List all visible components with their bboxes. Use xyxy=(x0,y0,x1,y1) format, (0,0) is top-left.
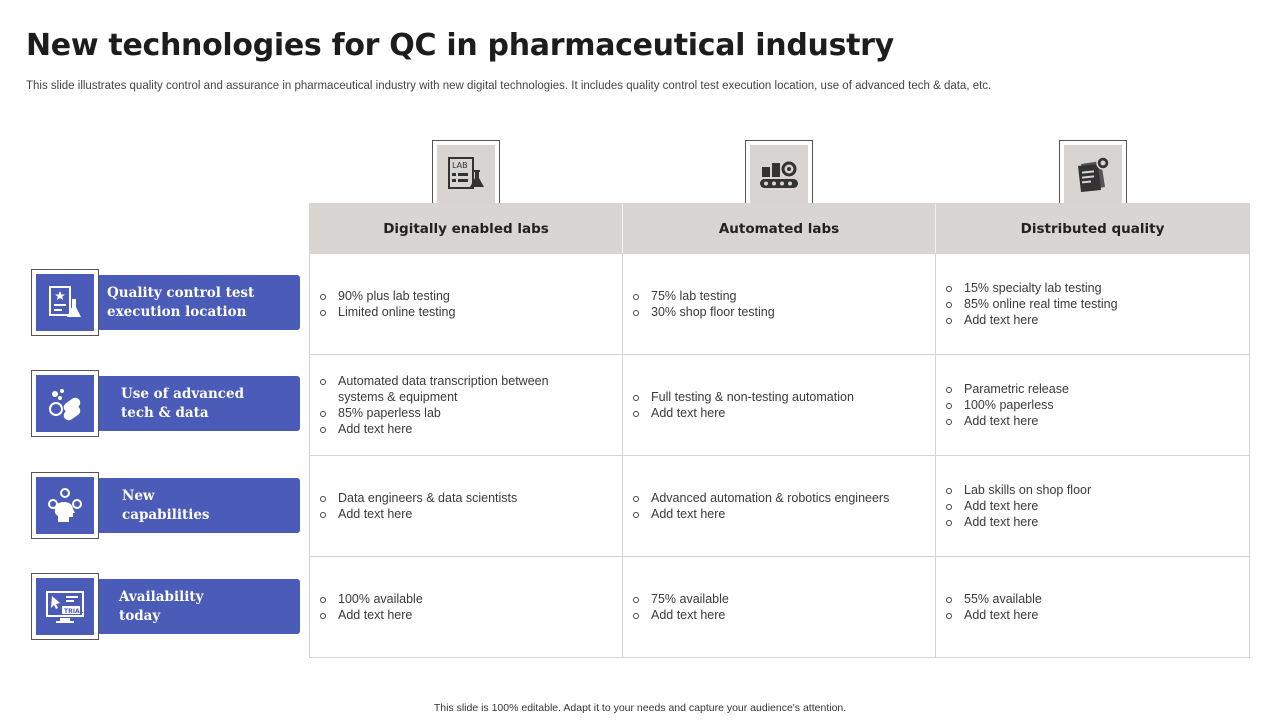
bullet-text: Add text here xyxy=(964,515,1039,529)
table-cell: Data engineers & data scientists Add tex… xyxy=(310,455,623,556)
column-header-automated-labs: Automated labs xyxy=(623,204,936,253)
head-gear-icon xyxy=(31,472,99,539)
page-title: New technologies for QC in pharmaceutica… xyxy=(26,28,894,63)
capsule-pills-icon xyxy=(31,370,99,437)
table-cell: Automated data transcription between sys… xyxy=(310,354,623,455)
table-cell: Parametric release 100% paperless Add te… xyxy=(936,354,1249,455)
row-label-line: Quality control test xyxy=(107,284,255,301)
table-cell: 90% plus lab testing Limited online test… xyxy=(310,253,623,354)
bullet-text: Data engineers & data scientists xyxy=(338,491,518,505)
table-cell: Lab skills on shop floor Add text here A… xyxy=(936,455,1249,556)
row-label-new-capabilities: New capabilities xyxy=(31,472,300,539)
bullet-text: Add text here xyxy=(964,608,1039,622)
footer-note: This slide is 100% editable. Adapt it to… xyxy=(433,702,847,714)
bullet-text: Add text here xyxy=(651,406,726,420)
trial-monitor-icon: TRIAL xyxy=(31,573,99,640)
bullet-text: 55% available xyxy=(964,592,1042,606)
bullet-text: 90% plus lab testing xyxy=(338,289,450,303)
conveyor-belt-icon xyxy=(745,140,813,208)
bullet-text: Lab skills on shop floor xyxy=(964,483,1092,497)
certified-documents-icon xyxy=(1059,140,1127,208)
lab-test-clipboard-icon xyxy=(31,269,99,336)
bullet-text: 100% available xyxy=(338,592,423,606)
bullet-text: Full testing & non-testing automation xyxy=(651,390,854,404)
comparison-table: Digitally enabled labs Automated labs Di… xyxy=(309,203,1250,658)
table-cell: 100% available Add text here xyxy=(310,556,623,657)
bullet-text: 85% online real time testing xyxy=(964,297,1118,311)
column-header-distributed-quality: Distributed quality xyxy=(936,204,1249,253)
row-label-line: today xyxy=(119,607,161,624)
bullet-text: 15% specialty lab testing xyxy=(964,281,1102,295)
bullet-text: Add text here xyxy=(651,507,726,521)
bullet-text: Limited online testing xyxy=(338,305,456,319)
bullet-text: 75% lab testing xyxy=(651,289,737,303)
bullet-text: 30% shop floor testing xyxy=(651,305,775,319)
page-subtitle: This slide illustrates quality control a… xyxy=(26,80,992,92)
bullet-text: Add text here xyxy=(964,414,1039,428)
row-label-line: capabilities xyxy=(122,506,210,523)
bullet-text: Add text here xyxy=(338,608,413,622)
row-label-line: Availability xyxy=(119,588,204,605)
bullet-text: Add text here xyxy=(964,499,1039,513)
row-label-quality-control: Quality control test execution location xyxy=(31,269,300,336)
svg-text:TRIAL: TRIAL xyxy=(64,608,84,615)
row-label-line: execution location xyxy=(107,303,247,320)
bullet-text: 85% paperless lab xyxy=(338,406,441,420)
table-cell: 75% available Add text here xyxy=(623,556,936,657)
row-label-advanced-tech: Use of advanced tech & data xyxy=(31,370,300,437)
row-label-line: tech & data xyxy=(121,404,209,421)
table-cell: 55% available Add text here xyxy=(936,556,1249,657)
row-label-line: New xyxy=(122,487,155,504)
bullet-text: Automated data transcription between sys… xyxy=(338,374,549,404)
bullet-text: Add text here xyxy=(338,507,413,521)
table-cell: 15% specialty lab testing 85% online rea… xyxy=(936,253,1249,354)
bullet-text: 100% paperless xyxy=(964,398,1054,412)
table-cell: Advanced automation & robotics engineers… xyxy=(623,455,936,556)
bullet-text: Add text here xyxy=(651,608,726,622)
bullet-text: 75% available xyxy=(651,592,729,606)
bullet-text: Add text here xyxy=(964,313,1039,327)
table-cell: Full testing & non-testing automation Ad… xyxy=(623,354,936,455)
svg-text:LAB: LAB xyxy=(452,161,468,170)
bullet-text: Parametric release xyxy=(964,382,1069,396)
row-label-availability: TRIAL Availability today xyxy=(31,573,300,640)
bullet-text: Add text here xyxy=(338,422,413,436)
table-cell: 75% lab testing 30% shop floor testing xyxy=(623,253,936,354)
column-header-digitally-enabled-labs: Digitally enabled labs xyxy=(310,204,623,253)
lab-report-flask-icon: LAB xyxy=(432,140,500,208)
bullet-text: Advanced automation & robotics engineers xyxy=(651,491,890,505)
row-label-line: Use of advanced xyxy=(121,385,245,402)
